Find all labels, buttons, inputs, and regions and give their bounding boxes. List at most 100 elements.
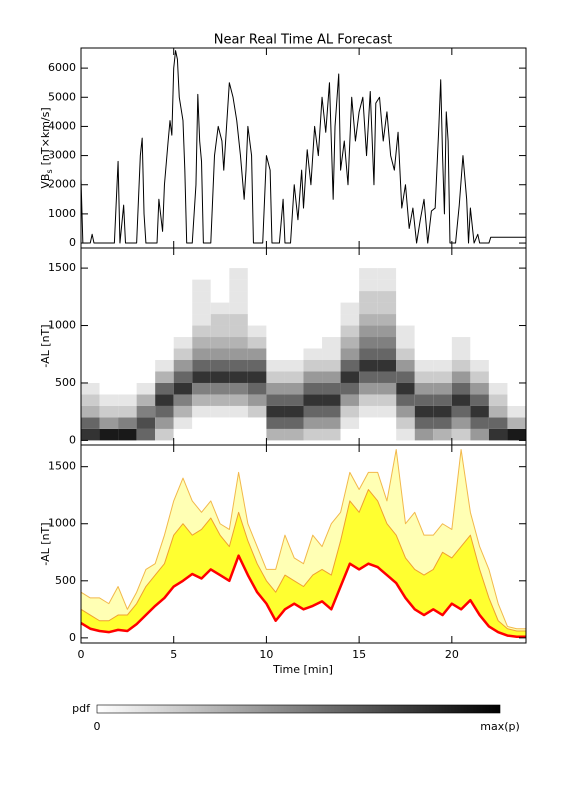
y-axis-label: VBs [nT×km/s] — [39, 107, 54, 188]
heatmap-cell — [396, 348, 415, 360]
heatmap-cell — [266, 302, 285, 315]
heatmap-cell — [118, 302, 137, 315]
heatmap-cell — [155, 394, 174, 406]
heatmap-cell — [192, 348, 211, 360]
heatmap-cell — [284, 291, 304, 303]
heatmap-cell — [377, 417, 397, 429]
heatmap-cell — [433, 268, 452, 280]
heatmap-cell — [284, 268, 304, 280]
heatmap-cell — [247, 314, 267, 326]
y-tick-label: 1000 — [48, 319, 76, 332]
heatmap-cell — [470, 302, 489, 315]
heatmap-cell — [359, 291, 378, 303]
heatmap-cell — [303, 325, 323, 338]
heatmap-cell — [470, 394, 489, 406]
heatmap-cell — [99, 325, 119, 338]
heatmap-cell — [118, 279, 137, 292]
heatmap-cell — [396, 405, 415, 418]
heatmap-cell — [118, 405, 137, 418]
heatmap-cell — [136, 348, 156, 360]
heatmap-cell — [433, 359, 452, 372]
heatmap-cell — [284, 417, 304, 429]
heatmap-cell — [192, 417, 211, 429]
heatmap-cell — [155, 348, 174, 360]
heatmap-cell — [81, 314, 100, 326]
y-tick-label: 5000 — [48, 90, 76, 103]
heatmap-cell — [173, 371, 193, 383]
heatmap-cell — [396, 337, 415, 349]
heatmap-cell — [414, 382, 434, 395]
heatmap-cell — [229, 417, 248, 429]
heatmap-cell — [377, 428, 397, 441]
heatmap-cell — [414, 359, 434, 372]
heatmap-cell — [173, 405, 193, 418]
heatmap-cell — [173, 279, 193, 292]
heatmap-cell — [340, 382, 360, 395]
y-label-base: VB — [39, 174, 52, 189]
heatmap-cell — [81, 291, 100, 303]
heatmap-cell — [396, 359, 415, 372]
heatmap-cell — [433, 348, 452, 360]
heatmap-cell — [359, 279, 378, 292]
chart-title: Near Real Time AL Forecast — [214, 33, 393, 48]
heatmap-cell — [451, 359, 471, 372]
line — [80, 489, 526, 632]
heatmap-cell — [414, 314, 434, 326]
heatmap-cell — [488, 279, 508, 292]
heatmap-cell — [155, 371, 174, 383]
heatmap-cell — [81, 279, 100, 292]
heatmap-cell — [303, 405, 323, 418]
heatmap-cell — [266, 382, 285, 395]
heatmap-cell — [136, 382, 156, 395]
heatmap-cell — [99, 268, 119, 280]
heatmap-cell — [136, 394, 156, 406]
heatmap-cell — [396, 325, 415, 338]
heatmap-cell — [322, 394, 341, 406]
heatmap-cell — [303, 314, 323, 326]
heatmap-cell — [322, 359, 341, 372]
heatmap-cell — [377, 291, 397, 303]
heatmap-cell — [118, 337, 137, 349]
heatmap-cell — [359, 337, 378, 349]
y-tick-label: 0 — [69, 433, 76, 446]
heatmap-cell — [284, 325, 304, 338]
heatmap-cell — [340, 394, 360, 406]
heatmap-cell — [266, 359, 285, 372]
heatmap-cell — [229, 268, 248, 280]
x-axis-label: Time [min] — [272, 663, 333, 676]
heatmap-cell — [136, 279, 156, 292]
heatmap-cell — [247, 337, 267, 349]
heatmap-cell — [284, 371, 304, 383]
heatmap-cell — [210, 394, 230, 406]
heatmap-cell — [340, 405, 360, 418]
heatmap-cell — [229, 382, 248, 395]
heatmap-cell — [210, 405, 230, 418]
heatmap-cell — [359, 268, 378, 280]
heatmap-cell — [210, 268, 230, 280]
heatmap-cell — [118, 314, 137, 326]
heatmap-cell — [284, 382, 304, 395]
heatmap-cell — [414, 428, 434, 441]
heatmap-cell — [229, 279, 248, 292]
heatmap-cell — [359, 382, 378, 395]
y-tick-label: 1500 — [48, 261, 76, 274]
heatmap-cell — [99, 302, 119, 315]
heatmap-cell — [136, 268, 156, 280]
heatmap-cell — [433, 279, 452, 292]
heatmap-cell — [229, 348, 248, 360]
heatmap-cell — [266, 417, 285, 429]
y-tick-label: 2000 — [48, 178, 76, 191]
heatmap-cell — [340, 325, 360, 338]
heatmap-cell — [322, 279, 341, 292]
heatmap-cell — [414, 268, 434, 280]
heatmap-cell — [359, 394, 378, 406]
y-tick-label: 0 — [69, 631, 76, 644]
heatmap-cell — [377, 359, 397, 372]
heatmap-cell — [118, 359, 137, 372]
heatmap-cell — [470, 337, 489, 349]
x-tick-label: 10 — [259, 648, 273, 661]
heatmap-cell — [451, 314, 471, 326]
heatmap-cell — [118, 291, 137, 303]
heatmap-cell — [192, 291, 211, 303]
heatmap-cell — [507, 405, 526, 418]
